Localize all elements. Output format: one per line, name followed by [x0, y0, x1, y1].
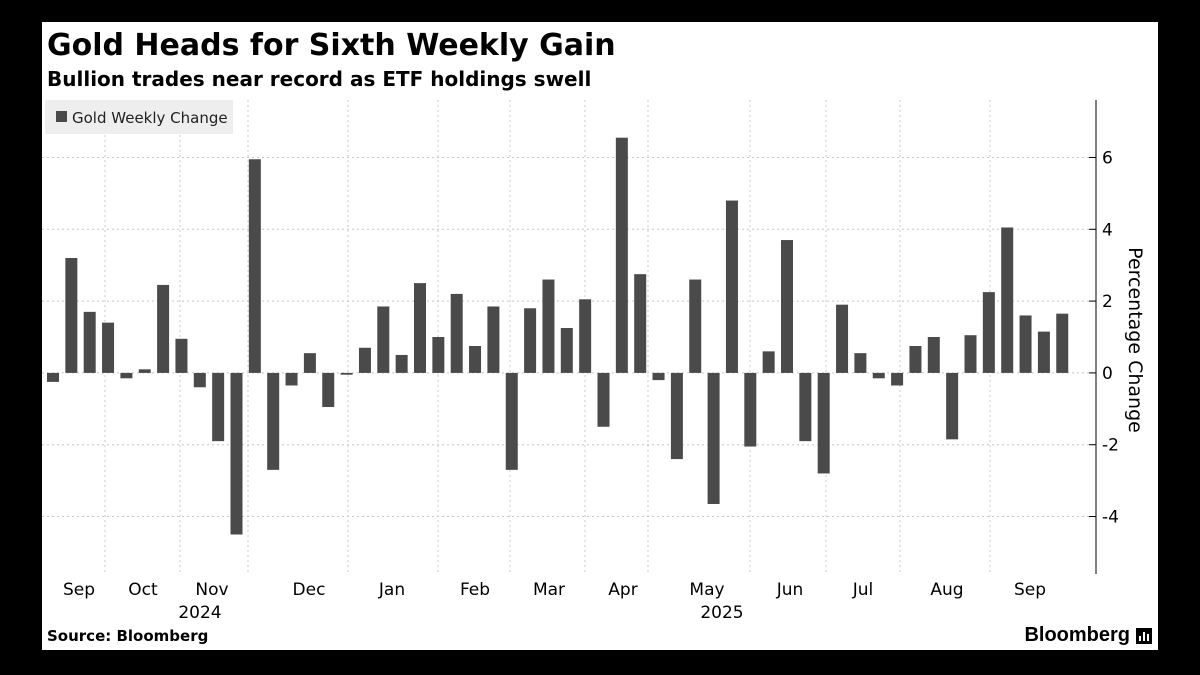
- bar: [762, 351, 775, 373]
- x-tick-label: Jan: [378, 580, 405, 600]
- x-tick-label: Aug: [930, 580, 963, 600]
- bar: [120, 372, 133, 379]
- bar: [450, 293, 463, 373]
- y-axis-label: Percentage Change: [1124, 247, 1146, 433]
- legend-swatch: [56, 111, 67, 122]
- bar: [982, 292, 995, 373]
- chart-title: Gold Heads for Sixth Weekly Gain: [47, 28, 616, 63]
- bar: [799, 372, 812, 442]
- bar: [1037, 331, 1050, 373]
- x-year-label: 2024: [178, 603, 221, 623]
- bar: [634, 274, 647, 373]
- bar: [102, 322, 115, 373]
- bar-chart-icon: [1136, 627, 1152, 644]
- x-year-label: 2025: [700, 603, 743, 623]
- bar: [579, 299, 592, 373]
- bar: [909, 345, 922, 373]
- bar: [377, 306, 390, 373]
- bar: [817, 372, 830, 474]
- bar: [891, 372, 904, 386]
- bar: [781, 240, 793, 373]
- x-tick-label: Mar: [533, 580, 565, 600]
- bar: [267, 372, 280, 470]
- bar: [395, 354, 408, 373]
- x-tick-label: Nov: [195, 580, 228, 600]
- brand-name: Bloomberg: [1024, 624, 1130, 646]
- bar: [230, 372, 243, 535]
- bar: [414, 283, 426, 373]
- bar: [1001, 227, 1014, 373]
- bar: [1056, 313, 1069, 373]
- bar: [1019, 315, 1032, 373]
- legend-label: Gold Weekly Change: [72, 109, 228, 127]
- bar: [542, 279, 555, 373]
- bar: [927, 337, 940, 373]
- y-tick-label: 0: [1102, 364, 1113, 384]
- bar: [524, 308, 537, 373]
- x-tick-label: Sep: [1014, 580, 1046, 600]
- bar: [725, 200, 738, 373]
- bar: [248, 159, 261, 373]
- y-tick-label: 4: [1102, 220, 1113, 240]
- y-tick-label: -2: [1102, 436, 1119, 456]
- bar: [212, 372, 225, 442]
- x-tick-label: Jun: [776, 580, 804, 600]
- bar: [597, 372, 610, 427]
- bar: [432, 337, 445, 373]
- source-note: Source: Bloomberg: [47, 627, 209, 645]
- bar: [707, 372, 720, 504]
- bar-chart: -4 -2 0 2 4 6 Percentage Change Sep Oct Nov Dec Jan…: [42, 100, 1146, 623]
- x-tick-label: Oct: [128, 580, 158, 600]
- x-tick-label: Sep: [63, 580, 95, 600]
- bars: [47, 137, 1069, 535]
- bar: [157, 284, 170, 373]
- legend-box: [45, 100, 233, 134]
- bar: [836, 304, 849, 373]
- bar: [505, 372, 518, 470]
- bar: [303, 353, 316, 373]
- axes: -4 -2 0 2 4 6 Percentage Change Sep Oct Nov Dec Jan…: [63, 100, 1146, 623]
- bloomberg-logo: Bloomberg: [1024, 624, 1152, 647]
- bar: [487, 306, 500, 373]
- y-tick-label: -4: [1102, 508, 1119, 528]
- bar: [560, 328, 573, 373]
- bar: [872, 372, 885, 379]
- bar: [47, 372, 59, 382]
- bar: [670, 372, 683, 460]
- chart-panel: Gold Heads for Sixth Weekly Gain Bullion…: [42, 22, 1158, 650]
- bar: [285, 372, 298, 386]
- bar: [946, 372, 959, 440]
- bar: [652, 372, 665, 381]
- bar: [340, 372, 353, 375]
- x-tick-label: Apr: [608, 580, 637, 600]
- bar: [854, 353, 867, 373]
- chart-subtitle: Bullion trades near record as ETF holdin…: [47, 67, 592, 91]
- y-tick-label: 2: [1102, 292, 1113, 312]
- y-tick-label: 6: [1102, 148, 1113, 168]
- x-tick-label: May: [689, 580, 724, 600]
- bar: [964, 335, 977, 373]
- legend: Gold Weekly Change: [45, 100, 233, 134]
- x-tick-label: Feb: [460, 580, 490, 600]
- bar: [615, 137, 628, 373]
- bar: [322, 372, 335, 408]
- bar: [358, 347, 371, 373]
- bar: [83, 311, 96, 373]
- bar: [138, 369, 151, 373]
- x-tick-label: Dec: [293, 580, 326, 600]
- bar: [175, 338, 188, 373]
- bar: [689, 279, 702, 373]
- bar: [744, 372, 757, 447]
- bar: [469, 345, 482, 373]
- bar: [65, 258, 78, 373]
- bar: [193, 372, 206, 388]
- x-tick-label: Jul: [852, 580, 874, 600]
